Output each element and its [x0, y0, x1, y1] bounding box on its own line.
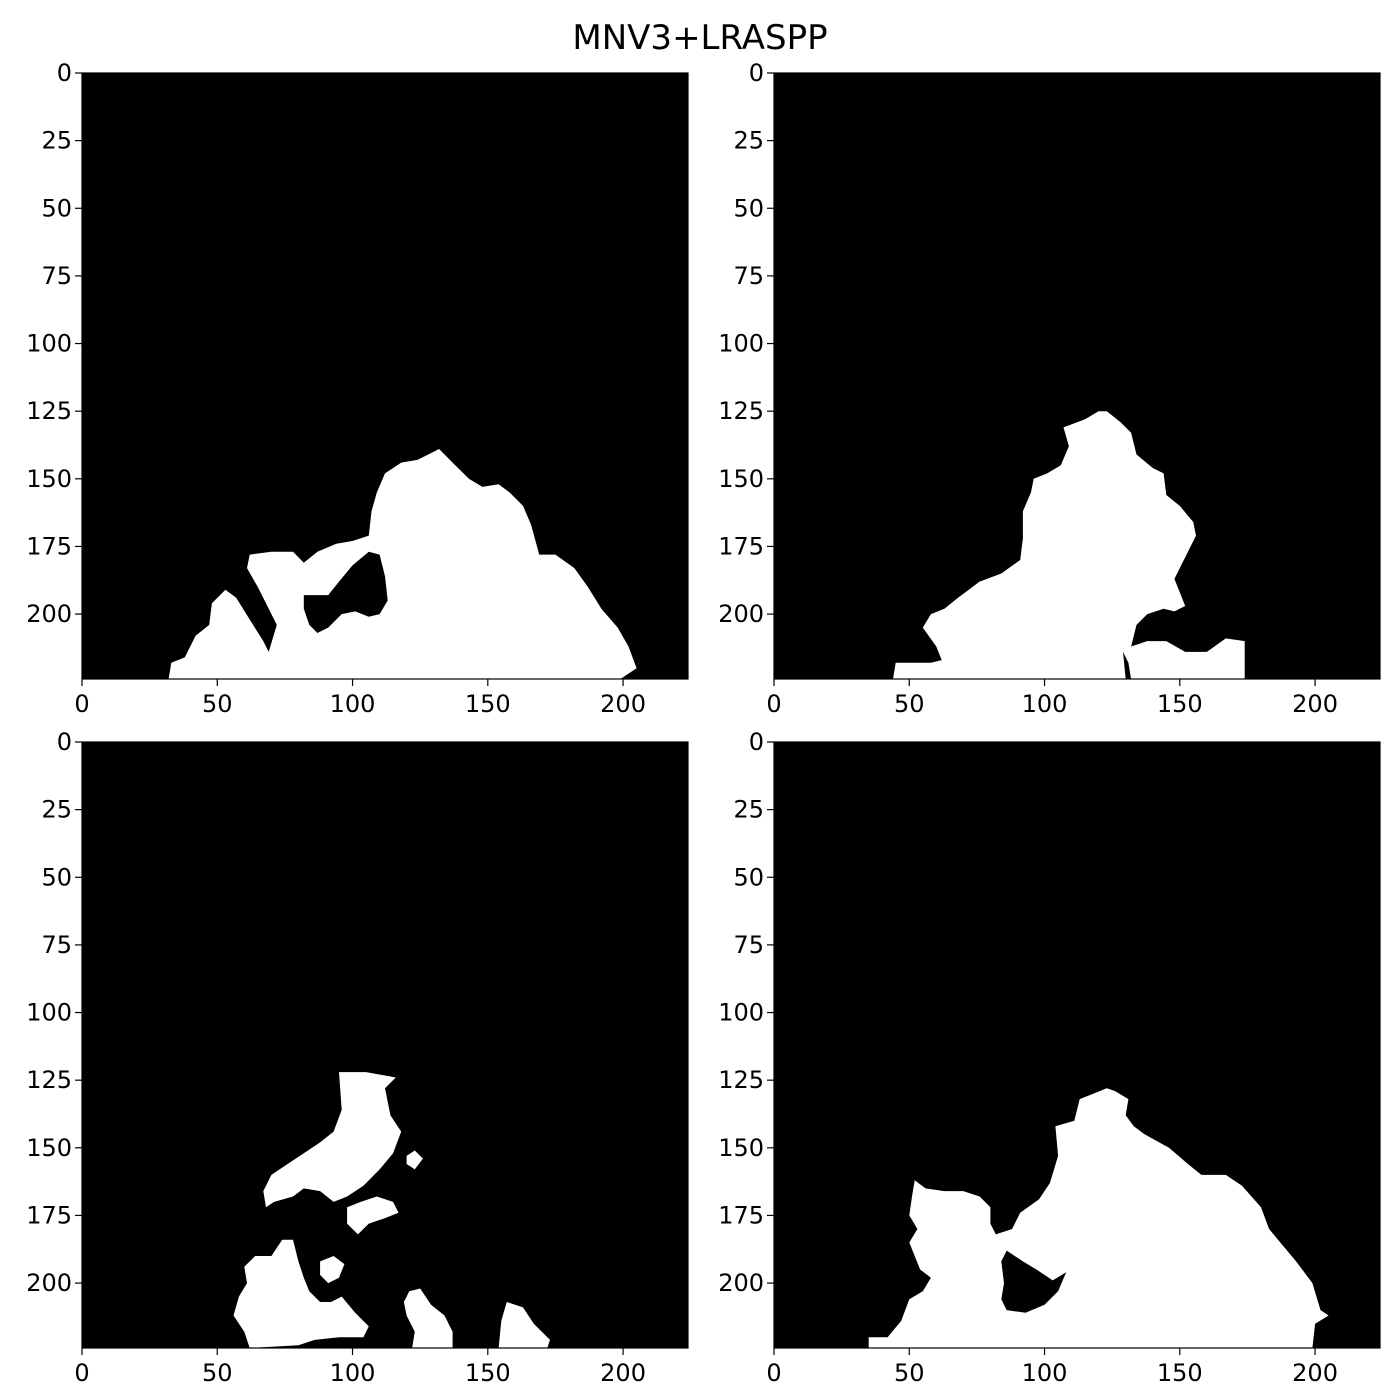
mask-region	[406, 1150, 423, 1170]
y-tick-label: 125	[718, 397, 764, 425]
y-tick-label: 75	[41, 262, 72, 290]
x-tick-label: 0	[74, 1359, 89, 1387]
y-tick-label: 0	[57, 59, 72, 87]
axes-frame	[81, 741, 689, 1349]
y-tick-label: 75	[733, 931, 764, 959]
x-tick-label: 150	[465, 1359, 511, 1387]
mask-region	[868, 1088, 1329, 1348]
y-tick-label: 25	[41, 127, 72, 155]
y-tick-label: 150	[26, 465, 72, 493]
y-tick-label: 200	[26, 1269, 72, 1297]
x-tick-label: 200	[1292, 690, 1338, 718]
x-tick-label: 200	[600, 690, 646, 718]
x-tick-label: 0	[766, 690, 781, 718]
axes-frame	[773, 741, 1381, 1349]
y-tick-label: 25	[733, 796, 764, 824]
y-tick-label: 175	[718, 532, 764, 560]
y-tick-label: 150	[718, 465, 764, 493]
x-tick-label: 0	[766, 1359, 781, 1387]
panel-bottom-left: 0 25 50 75 100 125 150 175 200 0 50 100 150 200	[26, 728, 689, 1387]
y-tick-label: 100	[718, 330, 764, 358]
y-tick-label: 175	[26, 1201, 72, 1229]
x-tick-label: 100	[1022, 1359, 1068, 1387]
y-tick-label: 200	[718, 1269, 764, 1297]
mask-region	[498, 1302, 550, 1348]
figure-title: MNV3+LRASPP	[572, 18, 828, 58]
mask-hole	[303, 551, 388, 633]
x-tick-label: 100	[330, 690, 376, 718]
y-tick-label: 175	[718, 1201, 764, 1229]
x-tick-label: 100	[1022, 690, 1068, 718]
y-tick-label: 50	[733, 863, 764, 891]
y-tick-label: 150	[26, 1134, 72, 1162]
panel-bottom-right: 0 25 50 75 100 125 150 175 200 0 50 100 150 200	[718, 728, 1381, 1387]
y-tick-label: 25	[41, 796, 72, 824]
panel-top-right: 0 25 50 75 100 125 150 175 200 0 50 100 150 200	[718, 59, 1381, 718]
y-tick-label: 100	[718, 999, 764, 1027]
y-tick-label: 50	[733, 194, 764, 222]
x-tick-label: 100	[330, 1359, 376, 1387]
y-tick-label: 175	[26, 532, 72, 560]
panel-top-left: 0 25 50 75 100 125 150 175 200 0 50 100 150 200	[26, 59, 689, 718]
mask-region	[347, 1196, 399, 1235]
x-tick-label: 50	[894, 690, 925, 718]
mask-background	[82, 742, 688, 1348]
x-tick-label: 200	[1292, 1359, 1338, 1387]
x-tick-label: 150	[1157, 1359, 1203, 1387]
y-tick-label: 50	[41, 194, 72, 222]
x-tick-label: 0	[74, 690, 89, 718]
y-tick-label: 75	[733, 262, 764, 290]
y-tick-label: 0	[749, 59, 764, 87]
y-tick-label: 25	[733, 127, 764, 155]
x-tick-label: 50	[202, 1359, 233, 1387]
axes-frame	[773, 72, 1381, 680]
mask-region	[263, 1072, 402, 1208]
x-tick-label: 200	[600, 1359, 646, 1387]
y-tick-label: 125	[718, 1066, 764, 1094]
x-tick-label: 150	[1157, 690, 1203, 718]
x-tick-label: 50	[202, 690, 233, 718]
mask-region	[320, 1256, 345, 1284]
mask-region	[168, 449, 637, 679]
y-tick-label: 150	[718, 1134, 764, 1162]
y-tick-label: 75	[41, 931, 72, 959]
mask-region	[893, 411, 1245, 679]
mask-region	[233, 1239, 369, 1348]
y-tick-label: 200	[718, 600, 764, 628]
mask-region	[403, 1288, 453, 1348]
mask-hole	[1001, 1250, 1067, 1313]
y-tick-label: 0	[57, 728, 72, 756]
x-tick-label: 50	[894, 1359, 925, 1387]
y-tick-label: 100	[26, 330, 72, 358]
y-tick-label: 50	[41, 863, 72, 891]
y-tick-label: 125	[26, 1066, 72, 1094]
y-tick-label: 100	[26, 999, 72, 1027]
y-tick-label: 125	[26, 397, 72, 425]
x-tick-label: 150	[465, 690, 511, 718]
axes-frame	[81, 72, 689, 680]
y-tick-label: 0	[749, 728, 764, 756]
y-tick-label: 200	[26, 600, 72, 628]
